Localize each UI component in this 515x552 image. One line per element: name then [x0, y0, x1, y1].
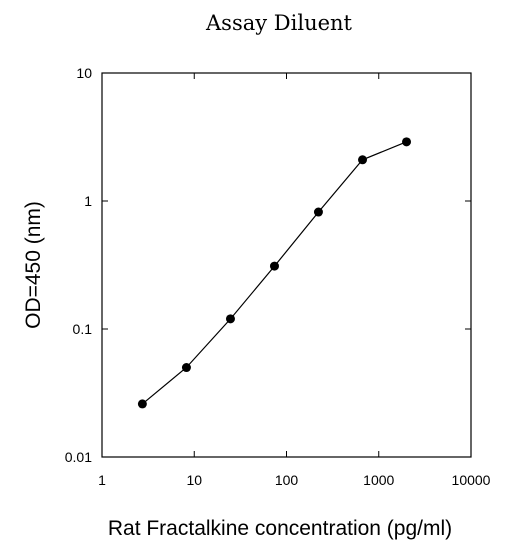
- y-tick-label: 0.1: [73, 321, 93, 337]
- data-point: [225, 314, 235, 324]
- x-tick-label: 1000: [363, 472, 394, 488]
- y-axis-label: OD=450 (nm): [22, 201, 45, 329]
- x-tick-label: 10000: [452, 472, 491, 488]
- x-tick-label: 100: [275, 472, 299, 488]
- x-tick-label: 1: [98, 472, 106, 488]
- x-axis: 1 10 100 1000 10000: [98, 73, 491, 488]
- chart-title: Assay Diluent: [205, 11, 353, 35]
- y-tick-label: 0.01: [65, 449, 92, 465]
- data-point: [137, 399, 147, 409]
- data-point: [269, 261, 279, 271]
- data-point: [181, 363, 191, 373]
- data-point: [313, 207, 323, 217]
- data-point: [402, 137, 412, 147]
- y-tick-label: 10: [76, 65, 92, 81]
- series-line: [142, 141, 407, 405]
- data-point: [358, 155, 368, 165]
- plot-frame: [101, 72, 472, 458]
- y-tick-label: 1: [84, 193, 92, 209]
- y-axis: 0.01 0.1 1 10: [65, 65, 471, 465]
- data-points: [137, 137, 412, 409]
- x-axis-label: Rat Fractalkine concentration (pg/ml): [108, 517, 452, 540]
- x-tick-label: 10: [186, 472, 202, 488]
